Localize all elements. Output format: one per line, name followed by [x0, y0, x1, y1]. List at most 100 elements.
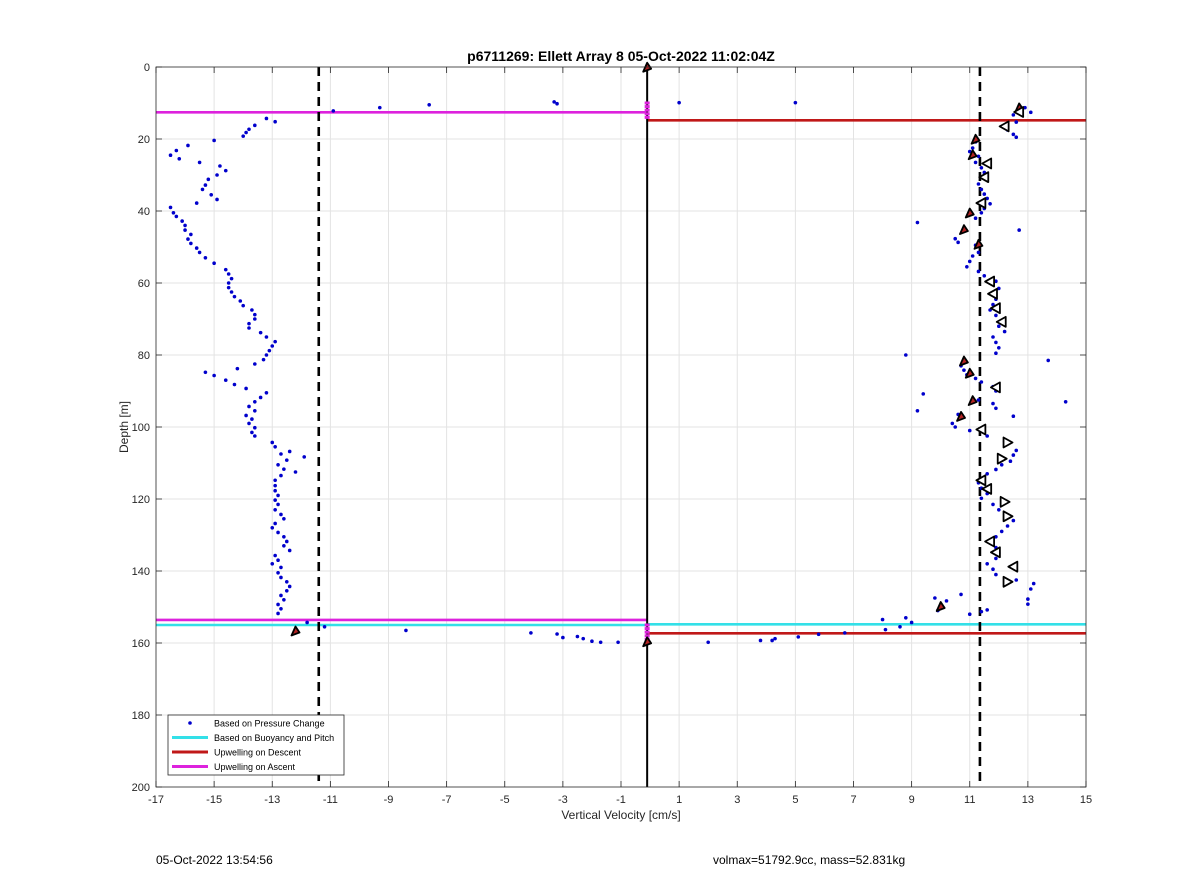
pressure-point [770, 638, 774, 643]
pressure-point [273, 508, 277, 512]
pressure-point [253, 123, 257, 128]
legend-label: Upwelling on Ascent [214, 762, 296, 772]
pressure-point [982, 192, 987, 196]
pressure-point [967, 259, 972, 264]
open-right-triangle-marker [1002, 436, 1014, 449]
pressure-point [590, 639, 594, 643]
pressure-point [991, 302, 995, 307]
pressure-point [226, 281, 231, 285]
pressure-point [322, 625, 327, 629]
pressure-point [247, 421, 251, 426]
open-left-triangle-marker [981, 483, 993, 495]
pressure-point [1046, 358, 1051, 363]
filled-triangle-marker [959, 355, 969, 367]
pressure-point [189, 232, 193, 237]
pressure-point [985, 562, 989, 566]
pressure-point [279, 473, 283, 478]
pressure-point [904, 353, 908, 357]
ascent-marker [644, 627, 650, 631]
pressure-point [171, 211, 176, 215]
pressure-point [985, 196, 989, 201]
pressure-point [273, 498, 277, 502]
pressure-point [203, 183, 208, 187]
pressure-point [976, 154, 981, 159]
pressure-point [250, 417, 254, 421]
pressure-point [581, 636, 586, 641]
pressure-point [279, 565, 283, 570]
pressure-point [758, 638, 763, 643]
pressure-point [293, 470, 298, 474]
x-tick-label: -17 [148, 794, 164, 806]
pressure-point [264, 116, 269, 121]
pressure-point [598, 640, 603, 645]
y-tick-label: 140 [132, 566, 150, 578]
pressure-point [898, 625, 902, 629]
open-left-triangle-marker [990, 546, 1001, 559]
ascent-marker [644, 101, 650, 105]
ascent-marker [644, 115, 650, 119]
legend-label: Based on Buoyancy and Pitch [214, 733, 334, 743]
pressure-point [235, 366, 240, 371]
pressure-point [273, 478, 277, 483]
pressure-point [967, 428, 972, 433]
pressure-point [404, 628, 408, 633]
pressure-point [186, 237, 190, 241]
pressure-point [994, 313, 998, 318]
pressure-point [276, 530, 280, 535]
pressure-point [994, 406, 998, 411]
pressure-point [215, 197, 219, 202]
pressure-point [1005, 524, 1010, 528]
pressure-point [244, 386, 248, 391]
pressure-point [282, 535, 286, 539]
pressure-point [168, 153, 173, 157]
pressure-point [988, 202, 992, 206]
pressure-point [282, 517, 286, 521]
pressure-point [909, 620, 914, 625]
filled-triangle-marker [967, 149, 978, 161]
pressure-point [1011, 132, 1016, 137]
open-right-triangle-marker [1002, 510, 1014, 523]
pressure-point [253, 312, 257, 317]
x-tick-label: -5 [500, 794, 510, 806]
x-tick-label: -15 [206, 794, 222, 806]
x-tick-label: -9 [384, 794, 394, 806]
pressure-point [226, 285, 231, 290]
pressure-point [976, 182, 981, 186]
pressure-point [991, 567, 995, 571]
pressure-point [555, 632, 559, 636]
pressure-point [273, 488, 277, 493]
pressure-point [215, 173, 219, 177]
pressure-point [253, 409, 257, 413]
pressure-point [979, 609, 984, 614]
pressure-point [267, 348, 272, 353]
chart-title: p6711269: Ellett Array 8 05-Oct-2022 11:… [467, 48, 775, 64]
pressure-point [994, 572, 998, 577]
pressure-point [276, 463, 280, 467]
x-tick-label: -13 [264, 794, 280, 806]
pressure-point [883, 627, 888, 632]
pressure-point [203, 255, 208, 260]
pressure-point [915, 409, 920, 413]
horizontal-indicator-lines [156, 111, 1086, 635]
pressure-point [264, 391, 269, 395]
pressure-point [994, 340, 998, 345]
pressure-point [1011, 113, 1016, 117]
open-left-triangle-marker [990, 381, 1001, 394]
filled-triangle-marker [290, 625, 301, 637]
pressure-point [270, 440, 275, 445]
y-tick-label: 180 [132, 710, 150, 722]
pressure-point [555, 101, 559, 106]
filled-triangle-marker [959, 224, 969, 235]
y-axis-label: Depth [m] [117, 401, 131, 453]
pressure-point [976, 250, 981, 255]
filled-triangle-marker [967, 395, 978, 406]
pressure-point [244, 413, 248, 418]
pressure-point [212, 373, 216, 378]
ascent-marker [644, 112, 650, 116]
pressure-point [1028, 110, 1033, 115]
pressure-point [976, 269, 981, 274]
pressure-point [247, 127, 251, 132]
pressure-point [180, 219, 184, 223]
pressure-point [994, 279, 998, 284]
pressure-point [284, 589, 289, 593]
